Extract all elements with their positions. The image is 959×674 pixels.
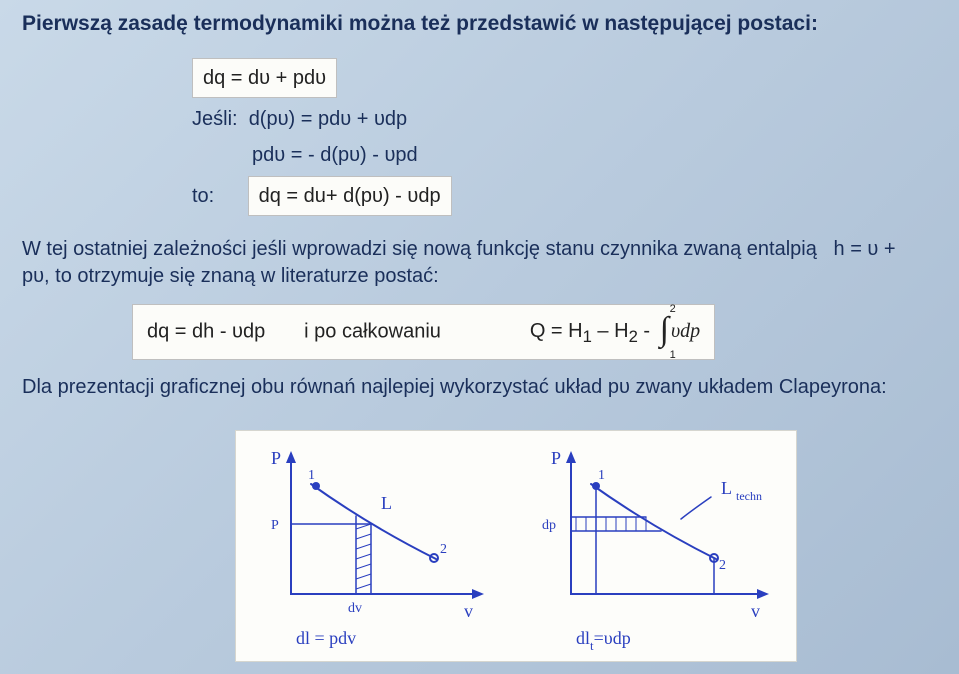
result-eq-right: Q = H1 – H2 - <box>530 320 656 342</box>
left-equation: dl = pdv <box>296 628 356 648</box>
eq-3: pdυ = - d(pυ) - υpd <box>252 144 418 166</box>
eq-4: dq = du+ d(pυ) - υdp <box>248 176 452 216</box>
eq-1: dq = dυ + pdυ <box>192 58 337 98</box>
result-eq-left: dq = dh - υdp <box>147 320 265 342</box>
right-dp-label: dp <box>542 518 556 533</box>
left-xlabel: v <box>464 601 473 621</box>
left-ylabel: P <box>271 448 281 468</box>
eq-2-prefix: Jeśli: <box>192 108 249 130</box>
result-block: dq = dh - υdp i po całkowaniu Q = H1 – H… <box>132 304 937 360</box>
slide-title: Pierwszą zasadę termodynamiki można też … <box>22 12 937 36</box>
paragraph-2: Dla prezentacji graficznej obu równań na… <box>22 374 922 401</box>
svg-text:2: 2 <box>719 558 726 573</box>
right-equation: dlt=υdp <box>576 628 631 653</box>
derivation-block: dq = dυ + pdυ Jeśli: d(pυ) = pdυ + υdp p… <box>192 58 937 216</box>
eq-2: d(pυ) = pdυ + υdp <box>249 108 407 130</box>
svg-text:1: 1 <box>598 468 605 483</box>
clapeyron-diagrams: P v 1 2 L P <box>235 430 797 662</box>
svg-text:2: 2 <box>440 542 447 557</box>
left-curve-label: L <box>381 493 392 513</box>
eq-4-prefix: to: <box>192 185 248 207</box>
left-dv-label: dv <box>348 601 362 616</box>
right-xlabel: v <box>751 601 760 621</box>
result-mid: i po całkowaniu <box>304 320 441 342</box>
right-curve-label: Ltechn <box>721 478 762 503</box>
paragraph-1: W tej ostatniej zależności jeśli wprowad… <box>22 236 922 290</box>
right-ylabel: P <box>551 448 561 468</box>
integral: 2 ∫ 1 <box>660 313 669 351</box>
left-p-label: P <box>271 518 279 533</box>
svg-text:1: 1 <box>308 468 315 483</box>
